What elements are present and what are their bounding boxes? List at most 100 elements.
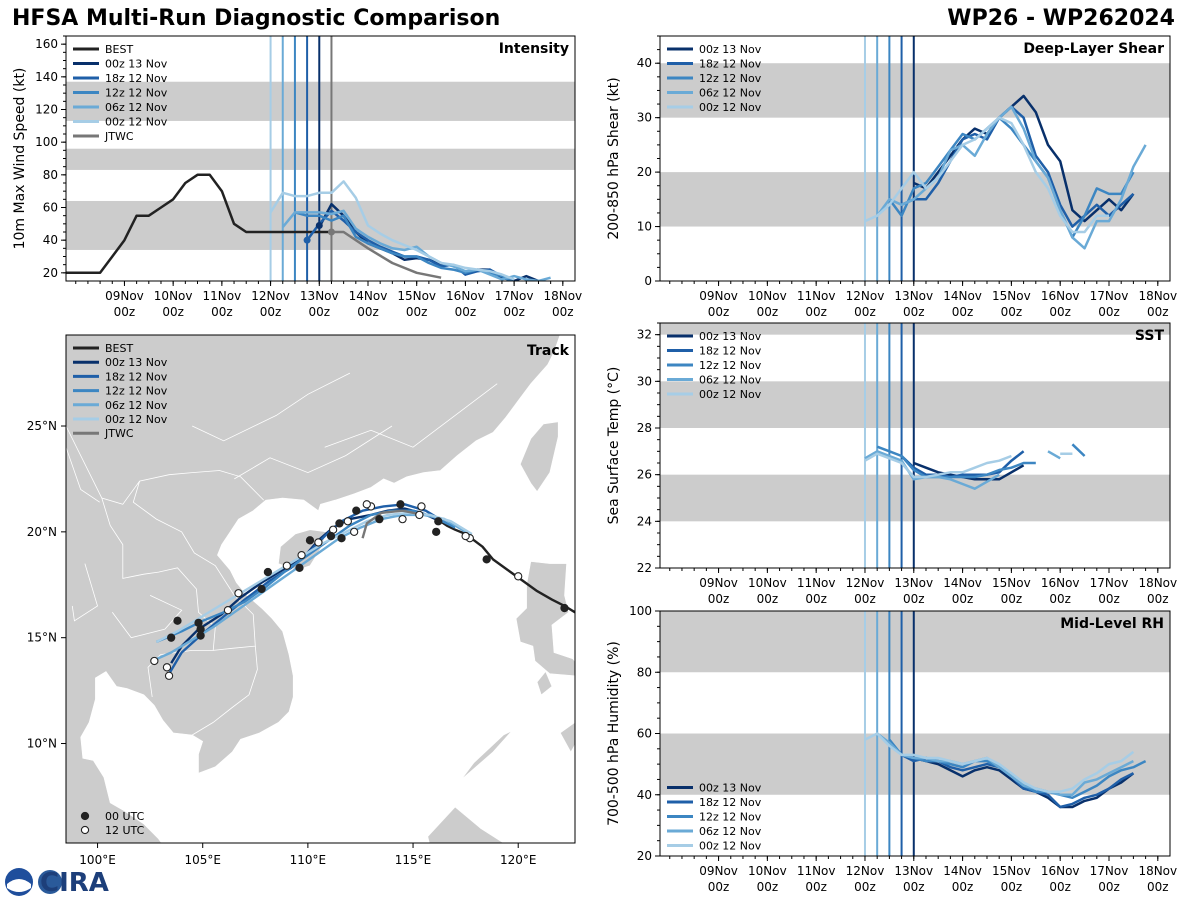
x-tick-hour: 00z xyxy=(708,305,730,319)
plot-area xyxy=(660,36,1170,281)
legend-label-18z-12-nov: 18z 12 Nov xyxy=(699,796,762,809)
series-line-00z-12-nov xyxy=(269,180,515,281)
y-tick-label: 20 xyxy=(637,849,652,863)
y-tick-label: 100 xyxy=(629,604,652,618)
y-axis-label: Sea Surface Temp (°C) xyxy=(606,367,622,525)
x-tick-hour: 00z xyxy=(1147,592,1169,606)
x-tick-label: 100°E xyxy=(79,853,116,867)
y-tick-label: 20°N xyxy=(27,525,57,539)
init-marker-00z-13-nov xyxy=(315,221,323,229)
x-tick-hour: 00z xyxy=(1001,880,1023,894)
legend-label-00z-12-nov: 00z 12 Nov xyxy=(105,116,168,129)
plot-area xyxy=(660,323,1170,568)
rh-panel: 20 40 60 80 100 09Nov 00z 10Nov 00z 11Nov 00z 12Nov… xyxy=(606,604,1177,894)
province-lines xyxy=(192,372,351,442)
y-tick-label: 80 xyxy=(637,665,652,679)
shear-panel: 0 10 20 30 40 09Nov 00z 10Nov 00z 11Nov 00z 12Nov 00… xyxy=(606,35,1177,319)
plot-area xyxy=(66,36,575,281)
x-tick-date: 16Nov xyxy=(1041,864,1080,878)
track-marker-00utc xyxy=(432,527,441,536)
legend-label-00z-12-nov: 00z 12 Nov xyxy=(699,840,762,853)
series-line-best xyxy=(66,173,332,275)
y-tick-label: 24 xyxy=(637,514,652,528)
x-tick-date: 12Nov xyxy=(251,289,290,303)
x-tick-date: 18Nov xyxy=(1138,289,1177,303)
y-tick-label: 60 xyxy=(43,201,58,215)
x-tick-date: 18Nov xyxy=(543,289,582,303)
y-tick-label: 0 xyxy=(644,274,652,288)
x-tick-hour: 00z xyxy=(1001,305,1023,319)
threshold-band xyxy=(660,63,1170,118)
x-tick-date: 16Nov xyxy=(446,289,485,303)
x-tick-date: 15Nov xyxy=(992,864,1031,878)
x-tick-hour: 00z xyxy=(854,305,876,319)
init-marker-jtwc xyxy=(327,228,335,236)
intensity-panel: 20 40 60 80 100 120 140 160 09Nov 00z 10Nov 00z 11No… xyxy=(12,35,582,319)
track-marker-00utc xyxy=(434,517,443,526)
x-tick-date: 11Nov xyxy=(797,864,836,878)
x-tick-date: 17Nov xyxy=(1090,289,1129,303)
x-tick-hour: 00z xyxy=(308,305,330,319)
x-tick-hour: 00z xyxy=(114,305,136,319)
taiwan-island xyxy=(519,421,559,493)
track-marker-12utc xyxy=(162,663,172,672)
x-tick-hour: 00z xyxy=(1098,305,1120,319)
marker-legend-12utc xyxy=(80,825,90,835)
x-tick-date: 09Nov xyxy=(699,576,738,590)
track-marker-00utc xyxy=(257,584,266,594)
series-line-12z-12-nov xyxy=(888,116,1135,239)
track-marker-12utc xyxy=(350,527,359,536)
track-marker-00utc xyxy=(375,515,384,524)
x-tick-hour: 00z xyxy=(854,592,876,606)
x-tick-label: 110°E xyxy=(290,853,327,867)
y-tick-label: 40 xyxy=(43,233,58,247)
x-tick-date: 11Nov xyxy=(797,576,836,590)
y-tick-label: 120 xyxy=(35,103,58,117)
threshold-band xyxy=(660,733,1170,795)
x-tick-date: 14Nov xyxy=(943,864,982,878)
y-tick-label: 26 xyxy=(637,468,652,482)
x-tick-hour: 00z xyxy=(805,305,827,319)
legend-label-jtwc: JTWC xyxy=(104,427,134,440)
track-marker-12utc xyxy=(461,531,470,541)
x-tick-date: 09Nov xyxy=(699,289,738,303)
y-tick-label: 20 xyxy=(43,266,58,280)
track-marker-12utc xyxy=(398,515,407,524)
legend-label-06z-12-nov: 06z 12 Nov xyxy=(699,825,762,838)
legend-label-12z-12-nov: 12z 12 Nov xyxy=(699,811,762,824)
x-tick-date: 09Nov xyxy=(105,289,144,303)
x-tick-hour: 00z xyxy=(708,592,730,606)
track-line-jtwc xyxy=(361,509,424,539)
legend-label-18z-12-nov: 18z 12 Nov xyxy=(105,72,168,85)
x-tick-label: 115°E xyxy=(395,853,432,867)
panel-title: SST xyxy=(1135,328,1165,344)
legend-label-18z-12-nov: 18z 12 Nov xyxy=(105,370,168,383)
threshold-band xyxy=(660,474,1170,522)
threshold-band xyxy=(660,323,1170,335)
y-tick-label: 28 xyxy=(637,421,652,435)
x-tick-hour: 00z xyxy=(952,592,974,606)
x-tick-date: 13Nov xyxy=(894,576,933,590)
x-tick-date: 14Nov xyxy=(349,289,388,303)
luzon-island xyxy=(515,561,575,677)
y-tick-label: 20 xyxy=(637,165,652,179)
init-marker-18z-12-nov xyxy=(303,236,311,244)
cambodia-border xyxy=(191,646,258,736)
threshold-band xyxy=(66,148,575,170)
marker-legend-label: 00 UTC xyxy=(105,810,145,823)
province-lines xyxy=(111,595,183,639)
track-marker-12utc xyxy=(150,656,159,666)
legend-label-00z-13-nov: 00z 13 Nov xyxy=(105,58,168,71)
y-tick-label: 10 xyxy=(637,220,652,234)
x-tick-hour: 00z xyxy=(952,880,974,894)
x-tick-hour: 00z xyxy=(757,305,779,319)
myanmar-border xyxy=(66,447,100,503)
track-marker-00utc xyxy=(560,603,569,613)
province-lines xyxy=(71,563,98,622)
x-tick-hour: 00z xyxy=(805,592,827,606)
x-tick-hour: 00z xyxy=(552,305,574,319)
x-tick-hour: 00z xyxy=(260,305,282,319)
x-tick-date: 15Nov xyxy=(992,576,1031,590)
sst-panel: 22 24 26 28 30 32 09Nov 00z 10Nov 00z 11Nov 00z 12No… xyxy=(606,322,1177,606)
